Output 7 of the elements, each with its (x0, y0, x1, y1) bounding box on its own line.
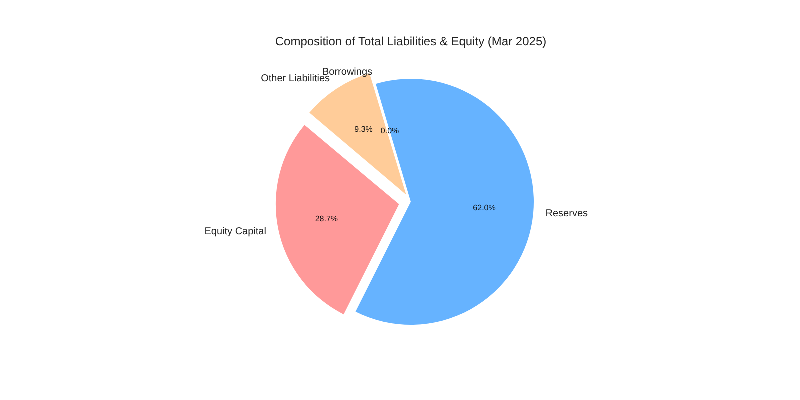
slice-label: Reserves (546, 208, 588, 220)
data-label: 28.7% (315, 214, 338, 224)
slice-label: Equity Capital (204, 226, 266, 238)
data-label: 62.0% (473, 204, 496, 213)
text: 0.0% (380, 126, 400, 136)
data-label: 9.3% (354, 125, 373, 134)
chart-title: Composition of Total Liabilities & Equity (Mar 2025) (275, 34, 547, 48)
